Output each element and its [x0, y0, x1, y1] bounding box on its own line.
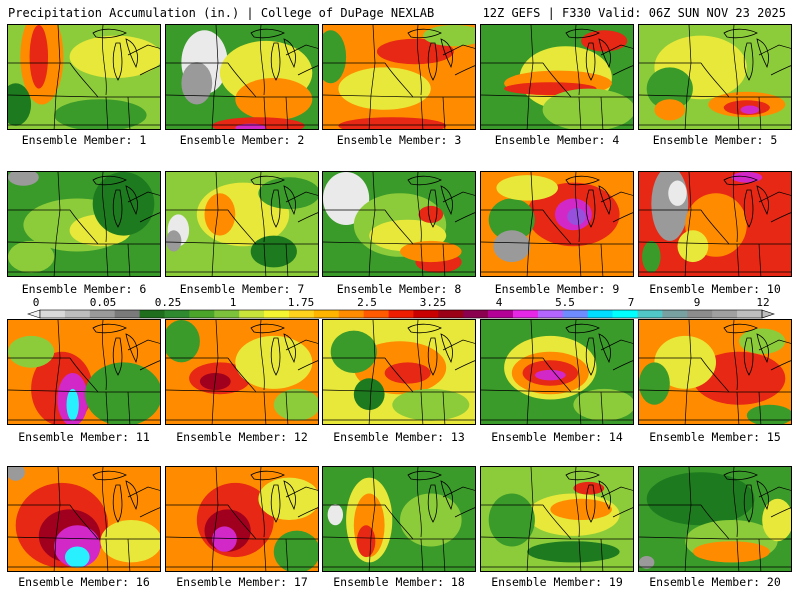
colorbar-segment [264, 310, 290, 318]
member-map [638, 171, 792, 277]
colorbar-segment [89, 310, 115, 318]
member-label: Ensemble Member: 9 [494, 282, 620, 296]
member-label: Ensemble Member: 14 [491, 430, 623, 444]
colorbar-tick-label: 5.5 [555, 296, 575, 309]
colorbar-tick-label: 3.25 [420, 296, 447, 309]
colorbar-segment [488, 310, 514, 318]
member-map [322, 466, 476, 572]
colorbar-segment [139, 310, 165, 318]
colorbar-segment [338, 310, 364, 318]
colorbar-segment [388, 310, 414, 318]
member-map [322, 171, 476, 277]
colorbar-segment [189, 310, 215, 318]
member-map [480, 24, 634, 130]
colorbar-left-arrow [27, 309, 41, 319]
colorbar-tick-label: 9 [694, 296, 701, 309]
member-map [165, 171, 319, 277]
colorbar-right-arrow [761, 309, 775, 319]
colorbar-tick-label: 1.75 [288, 296, 315, 309]
colorbar-tick-label: 4 [496, 296, 503, 309]
colorbar-segment [637, 310, 663, 318]
member-map [480, 319, 634, 425]
colorbar-tick-label: 2.5 [357, 296, 377, 309]
colorbar-segment [438, 310, 464, 318]
colorbar-segment [587, 310, 613, 318]
member-label: Ensemble Member: 20 [649, 575, 781, 589]
colorbar-tick-label: 1 [230, 296, 237, 309]
colorbar-segment [40, 310, 66, 318]
member-label: Ensemble Member: 8 [336, 282, 462, 296]
colorbar-segment [737, 310, 763, 318]
member-label: Ensemble Member: 15 [649, 430, 781, 444]
colorbar-segment [612, 310, 638, 318]
member-map [165, 466, 319, 572]
colorbar-segment [413, 310, 439, 318]
member-map [7, 319, 161, 425]
member-map [638, 466, 792, 572]
colorbar-tick-label: 0.05 [90, 296, 117, 309]
member-label: Ensemble Member: 5 [652, 133, 778, 147]
colorbar-segment [687, 310, 713, 318]
member-map [638, 319, 792, 425]
page-title: Precipitation Accumulation (in.) | Colle… [8, 6, 435, 20]
member-map [322, 319, 476, 425]
member-map [322, 24, 476, 130]
colorbar-tick-label: 0.25 [155, 296, 182, 309]
member-map [165, 319, 319, 425]
colorbar-segment [463, 310, 489, 318]
colorbar-segment [313, 310, 340, 318]
colorbar-segment [537, 310, 564, 318]
member-label: Ensemble Member: 18 [333, 575, 465, 589]
member-map [638, 24, 792, 130]
colorbar-segment [64, 310, 91, 318]
colorbar-segment [513, 310, 539, 318]
member-label: Ensemble Member: 19 [491, 575, 623, 589]
colorbar-segment [562, 310, 589, 318]
member-label: Ensemble Member: 3 [336, 133, 462, 147]
colorbar-segment [239, 310, 265, 318]
member-label: Ensemble Member: 16 [18, 575, 150, 589]
colorbar-tick-label: 12 [756, 296, 769, 309]
member-label: Ensemble Member: 1 [21, 133, 147, 147]
member-label: Ensemble Member: 13 [333, 430, 465, 444]
member-map [7, 24, 161, 130]
member-label: Ensemble Member: 6 [21, 282, 147, 296]
colorbar: 0 0.05 0.25 1 1.75 2.5 3.25 4 5.5 7 9 12 [27, 296, 775, 319]
colorbar-segment [164, 310, 190, 318]
member-label: Ensemble Member: 10 [649, 282, 781, 296]
member-map [7, 171, 161, 277]
member-label: Ensemble Member: 2 [179, 133, 305, 147]
colorbar-segment [662, 310, 688, 318]
colorbar-segment [288, 310, 315, 318]
member-map [480, 466, 634, 572]
member-label: Ensemble Member: 11 [18, 430, 150, 444]
member-map [480, 171, 634, 277]
member-label: Ensemble Member: 7 [179, 282, 305, 296]
colorbar-segment [114, 310, 140, 318]
colorbar-segment [363, 310, 389, 318]
colorbar-segment [214, 310, 240, 318]
member-label: Ensemble Member: 17 [176, 575, 308, 589]
colorbar-segment [712, 310, 738, 318]
colorbar-tick-label: 7 [628, 296, 635, 309]
member-label: Ensemble Member: 12 [176, 430, 308, 444]
member-label: Ensemble Member: 4 [494, 133, 620, 147]
member-map [165, 24, 319, 130]
member-map [7, 466, 161, 572]
model-run-info: 12Z GEFS | F330 Valid: 06Z SUN NOV 23 20… [482, 6, 786, 20]
colorbar-tick-label: 0 [33, 296, 40, 309]
